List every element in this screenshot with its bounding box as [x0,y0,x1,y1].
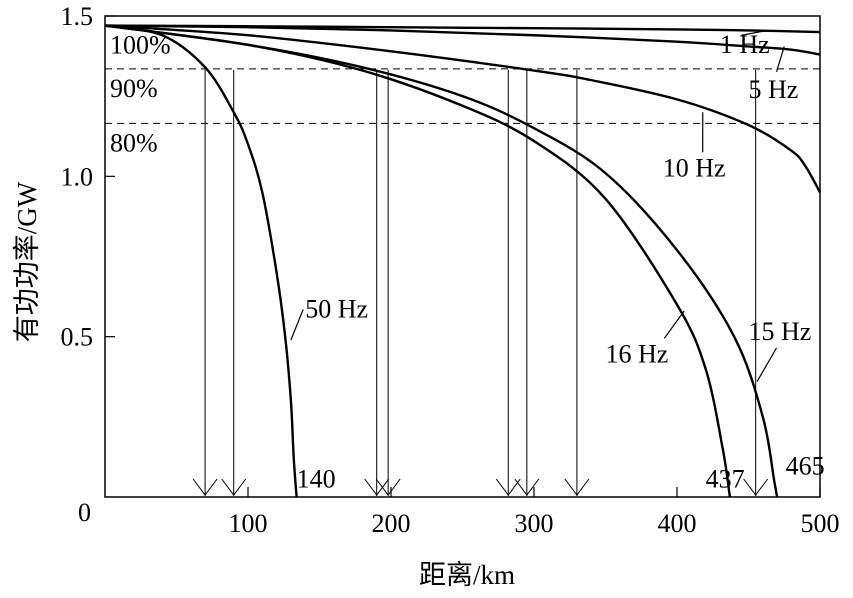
annotations: 100% 90% 80% 1 Hz 5 Hz 10 Hz 15 Hz 16 Hz 50 Hz 14… [110,30,825,494]
plot-frame [104,15,821,498]
end-label-140: 140 [297,464,336,493]
series-line-10-hz [104,24,822,193]
x-tick-label-400: 400 [658,509,697,538]
x-tick-label-100: 100 [229,509,268,538]
series-label-15-hz: 15 Hz [749,317,812,346]
origin-label: 0 [78,498,91,527]
drop-arrow-198 [375,69,401,496]
reference-label-90: 90% [110,74,158,103]
series-line-16-hz [104,24,732,498]
axis-ticks [105,15,821,497]
series-label-10-hz: 10 Hz [663,153,726,182]
drop-arrow-190 [364,69,390,496]
series-line-5-hz [104,24,821,56]
x-tick-label-200: 200 [372,509,411,538]
y-tick-label-0-5: 0.5 [61,323,94,352]
series-line-50-hz [104,24,298,498]
leader-16-hz [663,310,685,339]
series-label-1-hz: 1 Hz [720,30,770,59]
series-lines [104,24,822,498]
y-tick-label-1-5: 1.5 [61,2,94,31]
plot-border [104,15,821,498]
end-label-437: 437 [706,464,745,493]
drop-arrow-455 [743,69,769,496]
y-tick-label-1-0: 1.0 [61,162,94,191]
series-label-50-hz: 50 Hz [305,294,368,323]
drop-arrow-282 [495,69,521,496]
intersection-drop-lines [192,69,769,496]
drop-arrow-295 [514,69,540,496]
leader-15-hz [756,347,778,382]
drop-arrow-90 [221,69,247,496]
leader-1-hz [741,30,765,36]
x-axis-label: 距离/km [419,560,515,590]
y-axis-label: 有功功率/GW [12,181,42,342]
reference-label-80: 80% [110,128,158,157]
drop-arrow-330 [564,69,590,496]
leader-50-hz [290,309,304,341]
series-leader-lines [290,30,785,382]
series-label-5-hz: 5 Hz [749,75,799,104]
x-tick-label-300: 300 [515,509,554,538]
end-label-465: 465 [786,452,825,481]
series-label-16-hz: 16 Hz [606,339,669,368]
x-tick-label-500: 500 [801,509,840,538]
tick-labels: 100 200 300 400 500 0.5 1.0 1.5 0 [61,2,840,538]
drop-arrow-70 [192,69,218,496]
leader-5-hz [775,46,785,72]
reference-label-100: 100% [110,31,171,60]
